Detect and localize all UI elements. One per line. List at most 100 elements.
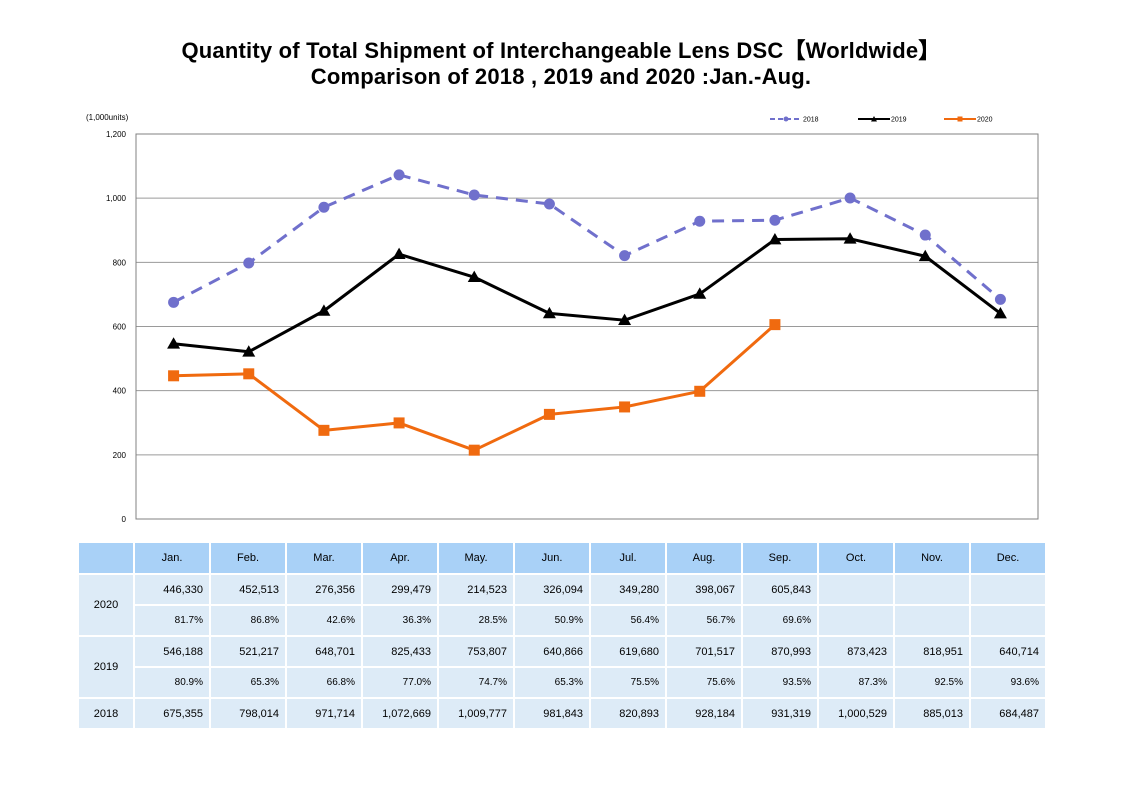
month-header-5: Jun. (513, 541, 591, 575)
percent-cell-2020-6: 56.4% (589, 604, 667, 637)
percent-cell-2019-2: 66.8% (285, 666, 363, 699)
point-2019-7 (693, 287, 707, 299)
month-header-11: Dec. (969, 541, 1047, 575)
units-cell-2018-10: 885,013 (893, 697, 971, 730)
units-cell-2018-4: 1,009,777 (437, 697, 515, 730)
y-tick-label-200: 200 (113, 451, 127, 460)
units-cell-2020-1: 452,513 (209, 573, 287, 606)
point-2018-11 (994, 293, 1006, 305)
table-corner-cell (77, 541, 135, 575)
point-2019-10 (918, 249, 932, 262)
legend-marker-2018 (783, 116, 789, 122)
point-2018-7 (694, 215, 706, 227)
year-label-2018: 2018 (77, 697, 135, 730)
percent-cell-2020-2: 42.6% (285, 604, 363, 637)
units-cell-2019-11: 640,714 (969, 635, 1047, 668)
legend: 2018 2019 2020 (770, 116, 993, 124)
units-cell-2019-3: 825,433 (361, 635, 439, 668)
series-layer (167, 169, 1007, 456)
units-cell-2018-2: 971,714 (285, 697, 363, 730)
percent-cell-2019-11: 93.6% (969, 666, 1047, 699)
legend-label-2019: 2019 (891, 117, 907, 124)
point-2018-6 (619, 250, 631, 262)
chart-title-line-2: Comparison of 2018 , 2019 and 2020 :Jan.… (310, 64, 812, 89)
percent-cell-2020-0: 81.7% (133, 604, 211, 637)
point-2019-1 (242, 345, 256, 357)
legend-entry-2018: 2018 (770, 116, 819, 124)
month-header-9: Oct. (817, 541, 895, 575)
month-header-0: Jan. (133, 541, 211, 575)
point-2020-2 (318, 424, 330, 436)
units-cell-2020-0: 446,330 (133, 573, 211, 606)
percent-cell-2020-11 (969, 604, 1047, 637)
percent-cell-2020-1: 86.8% (209, 604, 287, 637)
units-cell-2018-9: 1,000,529 (817, 697, 895, 730)
point-2019-3 (392, 247, 406, 260)
point-2020-3 (393, 417, 405, 429)
point-2020-7 (694, 385, 706, 397)
plot-area-border (135, 133, 1039, 520)
units-cell-2020-3: 299,479 (361, 573, 439, 606)
y-tick-label-800: 800 (113, 258, 127, 267)
units-cell-2018-7: 928,184 (665, 697, 743, 730)
units-cell-2020-10 (893, 573, 971, 606)
month-header-8: Sep. (741, 541, 819, 575)
units-cell-2019-8: 870,993 (741, 635, 819, 668)
percent-cell-2019-3: 77.0% (361, 666, 439, 699)
point-2018-3 (393, 169, 405, 181)
series-2018 (168, 169, 1006, 308)
units-cell-2019-9: 873,423 (817, 635, 895, 668)
y-axis-ticks: 0 200 400 600 800 1,000 1,200 (106, 130, 127, 524)
point-2019-4 (467, 270, 481, 283)
percent-cell-2020-10 (893, 604, 971, 637)
percent-cell-2020-5: 50.9% (513, 604, 591, 637)
percent-cell-2020-7: 56.7% (665, 604, 743, 637)
units-cell-2018-1: 798,014 (209, 697, 287, 730)
month-header-1: Feb. (209, 541, 287, 575)
units-cell-2020-8: 605,843 (741, 573, 819, 606)
units-cell-2020-7: 398,067 (665, 573, 743, 606)
percent-cell-2019-4: 74.7% (437, 666, 515, 699)
table-row-2019-percent: 80.9% 65.3% 66.8% 77.0% 74.7% 65.3% 75.5% 75.6%… (78, 666, 1047, 699)
units-cell-2019-4: 753,807 (437, 635, 515, 668)
point-2020-6 (619, 401, 631, 413)
grid-layer (136, 197, 1038, 456)
units-cell-2019-5: 640,866 (513, 635, 591, 668)
percent-cell-2019-0: 80.9% (133, 666, 211, 699)
point-2019-0 (167, 337, 181, 349)
units-cell-2019-6: 619,680 (589, 635, 667, 668)
percent-cell-2019-9: 87.3% (817, 666, 895, 699)
percent-cell-2020-3: 36.3% (361, 604, 439, 637)
units-cell-2018-0: 675,355 (133, 697, 211, 730)
legend-entry-2019: 2019 (858, 116, 907, 124)
point-2019-2 (317, 304, 331, 316)
units-cell-2018-11: 684,487 (969, 697, 1047, 730)
point-2018-9 (844, 192, 856, 204)
point-2019-9 (843, 232, 857, 244)
month-header-2: Mar. (285, 541, 363, 575)
units-cell-2020-6: 349,280 (589, 573, 667, 606)
point-2020-0 (168, 370, 180, 382)
point-2018-5 (543, 198, 555, 210)
point-2018-2 (318, 201, 330, 213)
units-cell-2020-9 (817, 573, 895, 606)
legend-marker-2019 (871, 116, 877, 122)
y-tick-label-1000: 1,000 (106, 194, 127, 203)
units-cell-2019-2: 648,701 (285, 635, 363, 668)
units-cell-2019-7: 701,517 (665, 635, 743, 668)
point-2020-1 (243, 368, 255, 380)
legend-marker-2020 (957, 116, 963, 122)
units-cell-2020-4: 214,523 (437, 573, 515, 606)
point-2019-11 (993, 306, 1007, 319)
line-chart: (1,000units) 0 200 400 600 800 1,000 1,200 201… (86, 113, 1039, 524)
point-2020-5 (543, 408, 555, 420)
table-row-2019-units: 2019 546,188 521,217 648,701 825,433 753,807 6… (77, 635, 1047, 699)
units-cell-2019-1: 521,217 (209, 635, 287, 668)
units-cell-2020-2: 276,356 (285, 573, 363, 606)
series-2019 (167, 232, 1007, 357)
percent-cell-2020-9 (817, 604, 895, 637)
month-header-10: Nov. (893, 541, 971, 575)
units-cell-2019-10: 818,951 (893, 635, 971, 668)
month-header-7: Aug. (665, 541, 743, 575)
chart-title-line-1: Quantity of Total Shipment of Interchang… (181, 38, 941, 63)
